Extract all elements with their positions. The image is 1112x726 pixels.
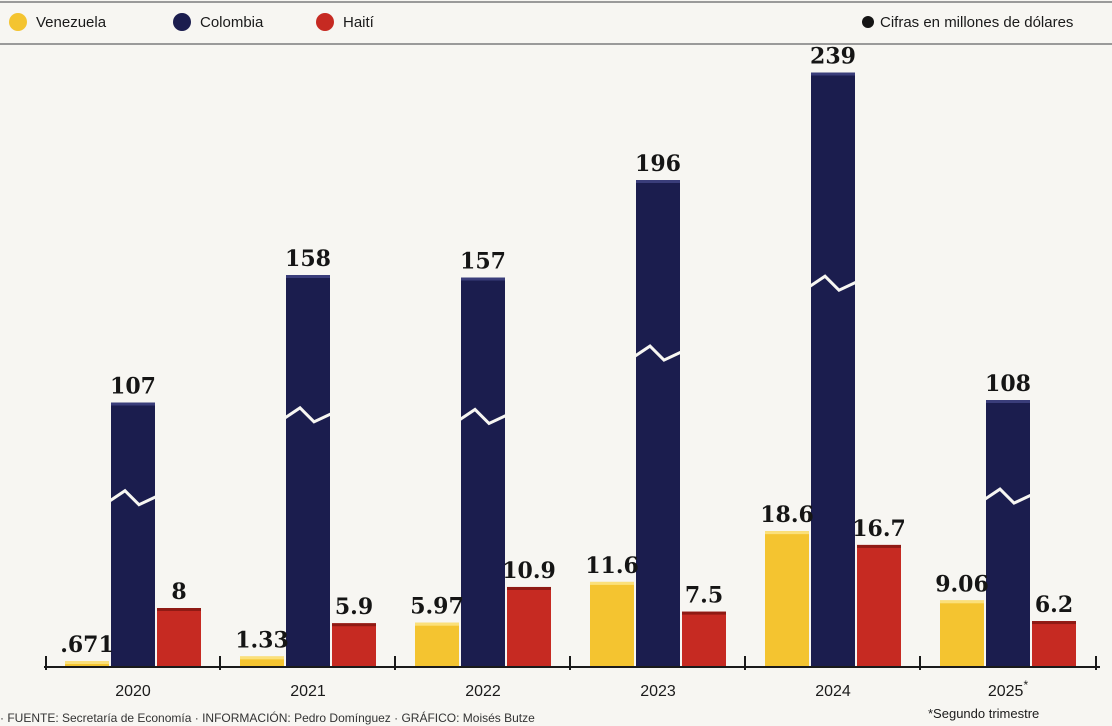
x-axis-labels: 2020 2021 2022 2023 2024 2025* [115, 678, 1028, 700]
value-label-venezuela-2020: .671 [60, 632, 114, 658]
bar-cap-colombia-2025 [986, 400, 1030, 403]
year-label-2022: 2022 [465, 683, 501, 700]
value-label-colombia-2025: 108 [985, 371, 1031, 397]
year-label-2020: 2020 [115, 683, 151, 700]
bar-colombia-2024 [811, 72, 855, 666]
value-label-colombia-2020: 107 [110, 374, 156, 400]
bar-venezuela-2022 [415, 622, 459, 666]
value-label-venezuela-2024: 18.6 [760, 502, 814, 528]
bar-cap-venezuela-2022 [415, 622, 459, 626]
bar-cap-hait-2020 [157, 608, 201, 611]
bar-cap-hait-2024 [857, 544, 901, 548]
value-label-hait-2024: 16.7 [852, 516, 906, 542]
value-label-venezuela-2023: 11.6 [585, 553, 639, 579]
bar-cap-colombia-2020 [111, 402, 155, 406]
bar-hait-2023 [682, 611, 726, 666]
value-label-hait-2025: 6.2 [1035, 592, 1073, 618]
bar-colombia-2020 [111, 402, 155, 666]
year-label-2023: 2023 [640, 683, 676, 700]
bar-hait-2021 [332, 623, 376, 666]
legend-swatch-colombia [173, 13, 191, 31]
value-label-hait-2020: 8 [171, 579, 186, 605]
value-label-venezuela-2021: 1.33 [235, 627, 289, 653]
value-labels-layer: .671 107 8 1.33 158 5.9 5.97 157 10.9 11.6 196 7.5 1… [60, 44, 1073, 659]
value-label-hait-2022: 10.9 [502, 558, 556, 584]
scale-break-2021 [284, 405, 332, 424]
value-label-venezuela-2022: 5.97 [410, 594, 464, 620]
scale-break-2024 [809, 274, 857, 293]
units-note: Cifras en millones de dólares [880, 14, 1073, 31]
bar-colombia-2025 [986, 400, 1030, 666]
value-label-colombia-2024: 239 [810, 44, 856, 70]
year-label-2021: 2021 [290, 683, 326, 700]
scale-break-2020 [109, 488, 157, 507]
bar-cap-colombia-2021 [286, 275, 330, 278]
legend-label-colombia: Colombia [200, 14, 264, 31]
bar-cap-venezuela-2023 [590, 581, 634, 585]
scale-break-2025 [984, 487, 1032, 505]
bar-cap-venezuela-2020 [65, 661, 109, 664]
legend-label-venezuela: Venezuela [36, 14, 107, 31]
legend-swatch-venezuela [9, 13, 27, 31]
bar-colombia-2021 [286, 275, 330, 666]
bars-layer [65, 72, 1076, 666]
units-bullet [862, 16, 874, 28]
bar-cap-venezuela-2021 [240, 656, 284, 660]
scale-break-2022 [459, 407, 507, 426]
bar-cap-venezuela-2025 [940, 600, 984, 604]
bar-cap-colombia-2022 [461, 277, 505, 281]
bar-cap-hait-2022 [507, 586, 551, 590]
legend: Venezuela Colombia Haití Cifras en millo… [9, 13, 1073, 31]
x-axis-ticks [45, 656, 1097, 670]
bar-hait-2020 [157, 608, 201, 666]
bar-colombia-2023 [636, 180, 680, 666]
bar-cap-colombia-2024 [811, 72, 855, 76]
scale-break-2023 [634, 344, 682, 362]
bar-cap-colombia-2023 [636, 180, 680, 183]
year-label-2025: 2025* [988, 678, 1029, 700]
bar-hait-2025 [1032, 621, 1076, 666]
source-credits: · FUENTE: Secretaría de Economía · INFOR… [0, 710, 535, 725]
value-label-hait-2023: 7.5 [685, 583, 723, 609]
year-label-2024: 2024 [815, 683, 851, 700]
bar-cap-hait-2021 [332, 623, 376, 627]
bar-cap-hait-2023 [682, 611, 726, 615]
legend-label-haiti: Haití [343, 14, 375, 31]
bar-hait-2022 [507, 586, 551, 666]
value-label-colombia-2023: 196 [635, 151, 681, 177]
bar-colombia-2022 [461, 277, 505, 666]
value-label-colombia-2021: 158 [285, 246, 331, 272]
bar-cap-hait-2025 [1032, 621, 1076, 625]
value-label-venezuela-2025: 9.06 [935, 571, 989, 597]
legend-swatch-haiti [316, 13, 334, 31]
bar-venezuela-2025 [940, 600, 984, 666]
footnote-text: *Segundo trimestre [928, 706, 1039, 721]
bar-venezuela-2021 [240, 656, 284, 666]
bar-venezuela-2023 [590, 581, 634, 666]
bar-cap-venezuela-2024 [765, 531, 809, 535]
value-label-colombia-2022: 157 [460, 249, 506, 275]
bar-hait-2024 [857, 544, 901, 666]
value-label-hait-2021: 5.9 [335, 594, 373, 620]
bar-venezuela-2024 [765, 531, 809, 666]
